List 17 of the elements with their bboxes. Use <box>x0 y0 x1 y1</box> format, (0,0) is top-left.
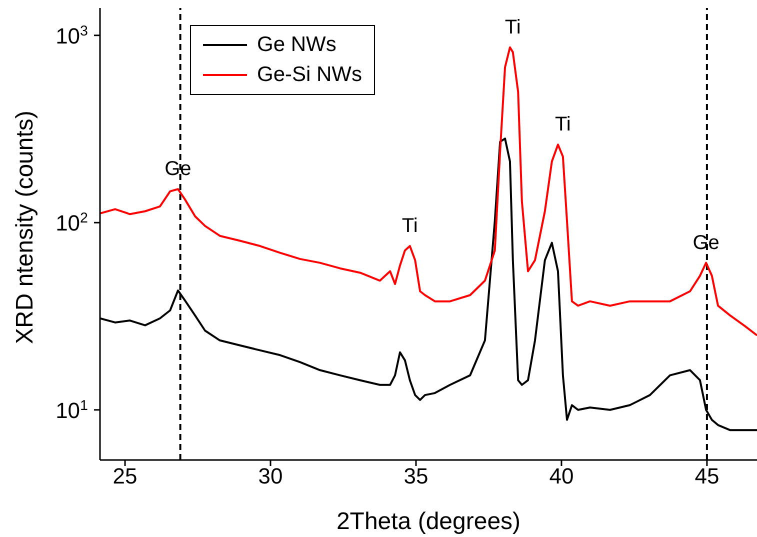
x-tick-label: 35 <box>404 464 428 489</box>
x-axis-title: 2Theta (degrees) <box>336 508 521 535</box>
y-tick-label: 10$^{1}$ <box>56 398 88 423</box>
annotation: Ti <box>554 114 571 136</box>
legend-label: Ge-Si NWs <box>257 63 362 87</box>
legend-label: Ge NWs <box>257 33 336 57</box>
y-tick-label: 10$^{3}$ <box>56 23 88 48</box>
x-tick-label: 30 <box>258 464 283 489</box>
annotation: Ti <box>504 16 521 38</box>
x-tick-label: 40 <box>549 464 574 489</box>
x-tick-label: 45 <box>694 464 720 489</box>
annotation: Ge <box>164 158 192 180</box>
annotation: Ge <box>692 232 720 254</box>
y-axis-title: XRD ntensity (counts) <box>12 110 39 344</box>
y-tick-label: 10$^{2}$ <box>56 210 88 236</box>
x-tick-label: 25 <box>112 464 138 489</box>
annotation: Ti <box>402 215 418 238</box>
